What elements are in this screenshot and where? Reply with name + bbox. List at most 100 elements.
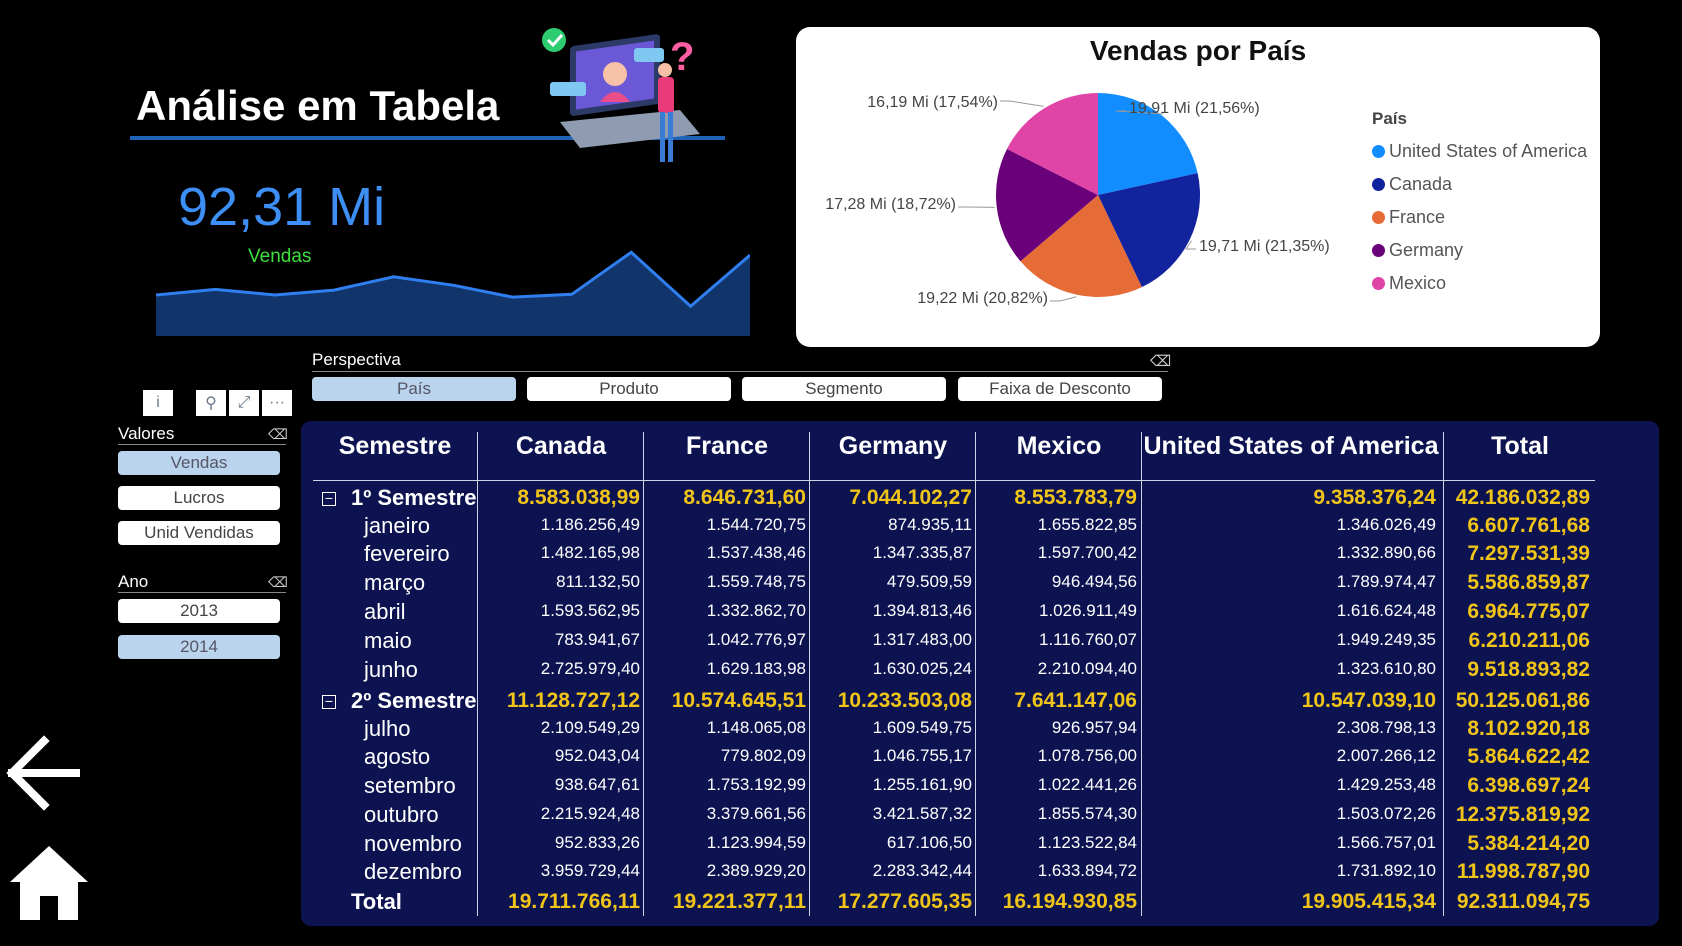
valores-option-unid-vendidas[interactable]: Unid Vendidas: [118, 521, 280, 545]
sparkline-area: [156, 252, 750, 336]
row-label: fevereiro: [364, 541, 450, 566]
pie-slice[interactable]: [1098, 173, 1200, 288]
table-cell: 1.593.562,95: [540, 601, 640, 620]
pie-slice[interactable]: [1007, 93, 1098, 195]
focus-mode-icon[interactable]: ⤢: [229, 390, 259, 416]
table-cell: 1.949.249,35: [1336, 630, 1436, 649]
column-header[interactable]: Germany: [838, 432, 948, 460]
column-divider: [975, 432, 976, 916]
valores-option-vendas[interactable]: Vendas: [118, 451, 280, 475]
table-cell: 1.123.994,59: [706, 833, 806, 852]
pie-leader-line: [1050, 296, 1077, 302]
table-cell: 9.518.893,82: [1467, 658, 1590, 681]
more-options-icon[interactable]: ···: [262, 390, 292, 416]
legend-item[interactable]: Mexico: [1372, 267, 1587, 300]
legend-item[interactable]: United States of America: [1372, 135, 1587, 168]
row-label: janeiro: [364, 513, 431, 538]
legend-item[interactable]: France: [1372, 201, 1587, 234]
svg-text:?: ?: [670, 35, 694, 79]
perspectiva-slicer-label: Perspectiva: [312, 350, 401, 369]
pie-chart-card: 19,91 Mi (21,56%) 19,71 Mi (21,35%) 19,22 …: [796, 27, 1600, 347]
pie-data-label: 16,19 Mi (17,54%): [867, 94, 998, 111]
pie-chart-title: Vendas por País: [1089, 35, 1307, 66]
column-divider: [1443, 432, 1444, 916]
perspectiva-option-segmento[interactable]: Segmento: [742, 377, 946, 401]
table-cell: 3.959.729,44: [540, 861, 640, 880]
column-header[interactable]: Canada: [515, 432, 607, 460]
ano-option-2014[interactable]: 2014: [118, 635, 280, 659]
table-cell: 1.753.192,99: [706, 775, 806, 794]
table-cell: 1.731.892,10: [1336, 861, 1436, 880]
table-cell: 1.537.438,46: [706, 543, 806, 562]
legend-item[interactable]: Canada: [1372, 168, 1587, 201]
home-icon[interactable]: [6, 840, 92, 924]
valores-option-lucros[interactable]: Lucros: [118, 486, 280, 510]
legend-marker: [1372, 178, 1385, 191]
table-cell: 5.864.622,42: [1467, 745, 1590, 768]
table-cell: 10.547.039,10: [1301, 689, 1436, 712]
table-cell: 8.553.783,79: [1014, 486, 1137, 509]
row-label: março: [364, 570, 426, 595]
ano-option-2013[interactable]: 2013: [118, 599, 280, 623]
table-cell: 1.317.483,00: [872, 630, 972, 649]
table-cell: 1.630.025,24: [872, 659, 972, 678]
table-cell: 8.583.038,99: [517, 486, 640, 509]
column-header[interactable]: Total: [1491, 432, 1549, 460]
table-cell: 938.647,61: [554, 775, 640, 794]
table-cell: 1.629.183,98: [706, 659, 806, 678]
clear-selection-icon[interactable]: ⌫: [1150, 353, 1172, 370]
pie-slice[interactable]: [1098, 93, 1198, 195]
pie-legend: País United States of America Canada Franc…: [1372, 109, 1587, 300]
clear-selection-icon[interactable]: ⌫: [268, 426, 288, 442]
info-icon[interactable]: i: [143, 390, 173, 416]
valores-slicer-label: Valores: [118, 424, 175, 443]
table-cell: 1.026.911,49: [1039, 601, 1137, 620]
table-cell: 19.905.415,34: [1301, 890, 1436, 913]
table-cell: 1.789.974,47: [1336, 572, 1436, 591]
table-cell: 811.132,50: [556, 572, 640, 591]
pie-data-label: 19,91 Mi (21,56%): [1129, 100, 1260, 117]
table-cell: 6.210.211,06: [1468, 629, 1590, 652]
page-title: Análise em Tabela: [136, 82, 500, 129]
column-header[interactable]: Semestre: [338, 432, 452, 460]
sales-matrix-table: [301, 421, 1659, 926]
perspectiva-option-pais[interactable]: País: [312, 377, 516, 401]
table-cell: 2.109.549,29: [540, 718, 640, 737]
table-cell: 1.123.522,84: [1037, 833, 1137, 852]
pie-slice[interactable]: [996, 148, 1098, 262]
pie-slice[interactable]: [1020, 195, 1142, 298]
perspectiva-option-faixa-desconto[interactable]: Faixa de Desconto: [958, 377, 1162, 401]
table-cell: 617.106,50: [886, 833, 972, 852]
table-cell: 1.633.894,72: [1037, 861, 1137, 880]
table-cell: 1.655.822,85: [1037, 515, 1137, 534]
pie-leader-line: [1000, 100, 1044, 107]
column-header[interactable]: France: [686, 432, 768, 460]
collapse-icon[interactable]: −: [322, 491, 336, 506]
table-cell: 5.384.214,20: [1467, 832, 1590, 855]
table-cell: 1.503.072,26: [1336, 804, 1436, 823]
clear-selection-icon[interactable]: ⌫: [268, 574, 288, 590]
table-cell: 952.833,26: [554, 833, 640, 852]
table-cell: 16.194.930,85: [1002, 890, 1137, 913]
legend-item[interactable]: Germany: [1372, 234, 1587, 267]
filter-icon[interactable]: ⚲: [196, 390, 226, 416]
table-cell: 7.297.531,39: [1467, 542, 1590, 565]
pie-data-label: 19,22 Mi (20,82%): [917, 290, 1048, 307]
column-divider: [809, 432, 810, 916]
table-cell: 2.389.929,20: [706, 861, 806, 880]
back-arrow-icon[interactable]: [6, 735, 80, 811]
legend-label: United States of America: [1389, 141, 1588, 161]
pie-leader-line: [1115, 110, 1164, 115]
row-label: 1º Semestre: [351, 485, 477, 510]
divider: [118, 444, 286, 445]
collapse-icon[interactable]: −: [322, 694, 336, 709]
table-cell: 42.186.032,89: [1455, 486, 1590, 509]
perspectiva-option-produto[interactable]: Produto: [527, 377, 731, 401]
column-header[interactable]: Mexico: [1016, 432, 1102, 460]
column-header[interactable]: United States of America: [1143, 432, 1439, 460]
table-cell: 19.221.377,11: [672, 890, 806, 913]
kpi-sales-value: 92,31 Mi: [178, 177, 386, 237]
table-cell: 2.007.266,12: [1336, 746, 1436, 765]
table-cell: 8.646.731,60: [683, 486, 806, 509]
column-divider: [1141, 432, 1142, 916]
